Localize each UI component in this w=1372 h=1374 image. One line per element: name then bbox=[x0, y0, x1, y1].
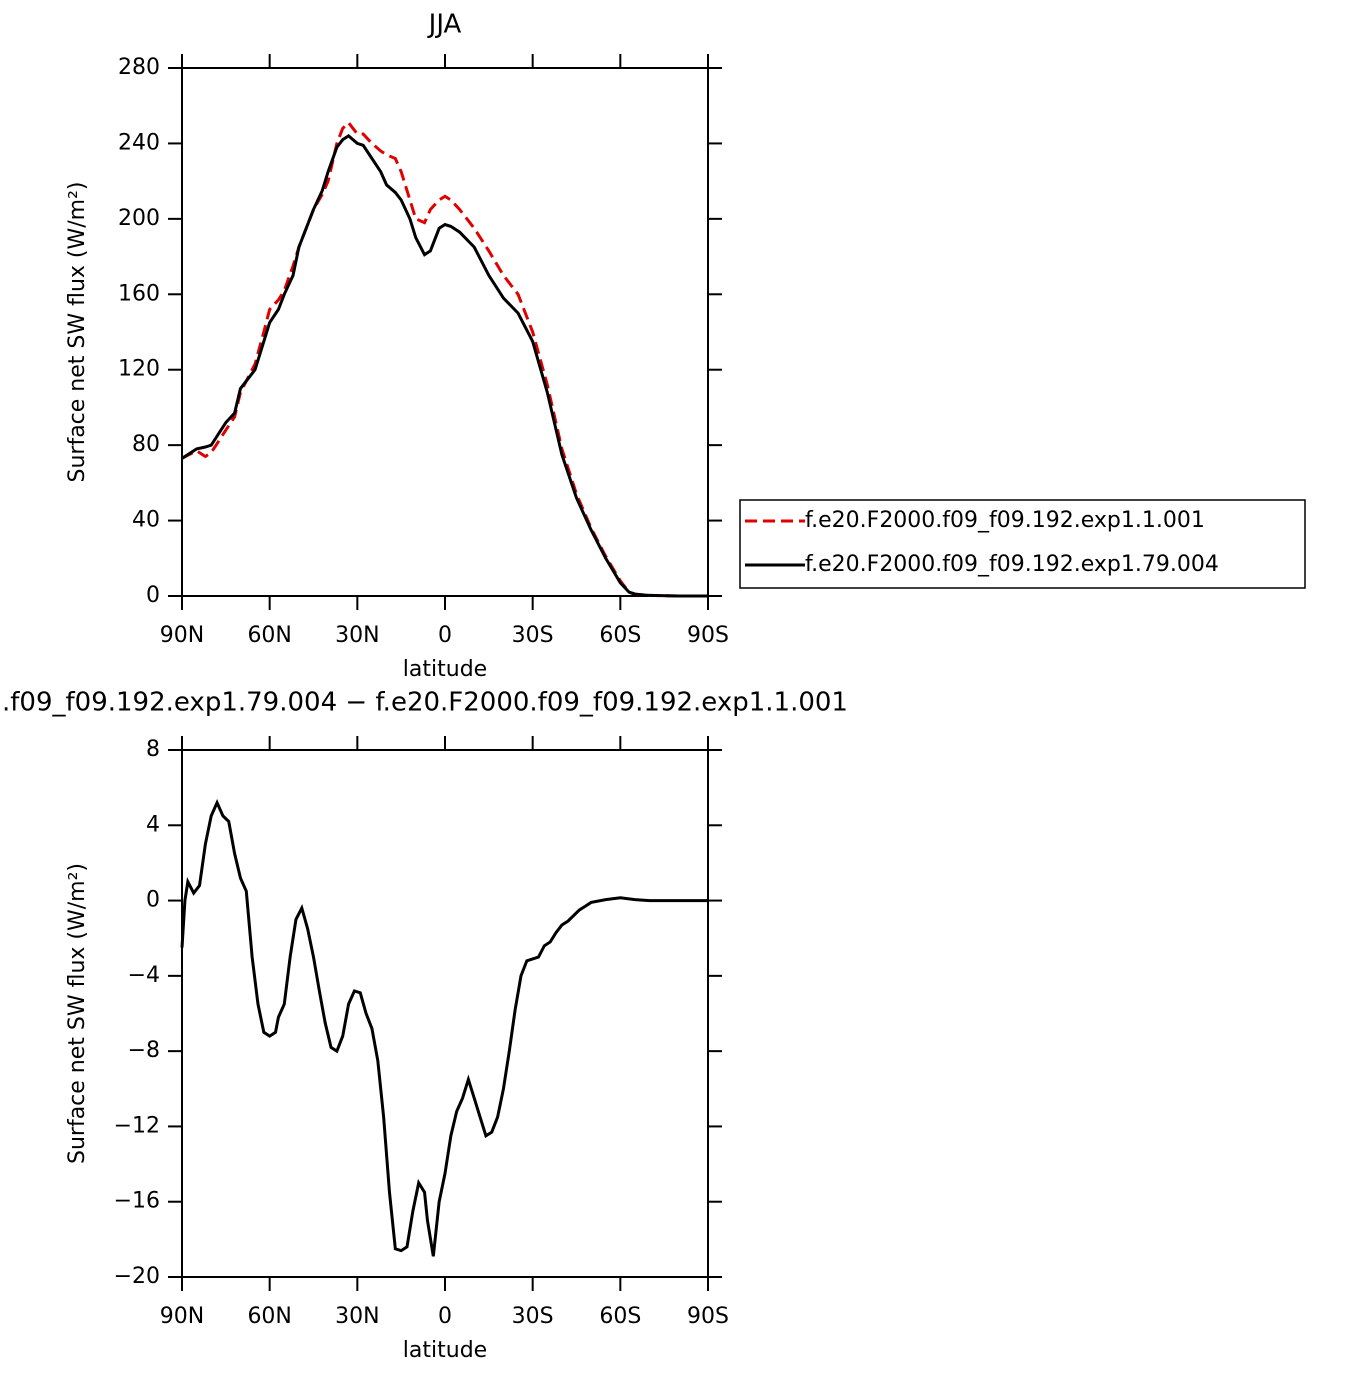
y-tick-label: 280 bbox=[118, 55, 160, 80]
x-tick-label: 90S bbox=[687, 1304, 729, 1329]
y-axis-label: Surface net SW flux (W/m²) bbox=[65, 863, 90, 1164]
x-tick-label: 30S bbox=[512, 623, 554, 648]
y-tick-label: 40 bbox=[132, 508, 160, 533]
x-tick-label: 0 bbox=[438, 623, 452, 648]
x-axis-label: latitude bbox=[403, 1338, 487, 1363]
series-line bbox=[181, 120, 708, 598]
x-tick-label: 60S bbox=[599, 623, 641, 648]
series-line bbox=[180, 799, 708, 1257]
y-tick-label: 8 bbox=[146, 737, 160, 762]
y-tick-label: −20 bbox=[114, 1264, 160, 1289]
y-tick-label: 80 bbox=[132, 432, 160, 457]
x-axis-label: latitude bbox=[403, 657, 487, 682]
y-tick-label: 200 bbox=[118, 206, 160, 231]
y-tick-label: 4 bbox=[146, 812, 160, 837]
y-tick-label: −12 bbox=[114, 1113, 160, 1138]
x-tick-label: 30N bbox=[335, 623, 379, 648]
y-tick-label: −8 bbox=[128, 1038, 160, 1063]
x-tick-label: 60N bbox=[247, 623, 291, 648]
series-line bbox=[181, 134, 708, 598]
y-tick-label: −16 bbox=[114, 1189, 160, 1214]
y-tick-label: 0 bbox=[146, 888, 160, 913]
legend-label: f.e20.F2000.f09_f09.192.exp1.79.004 bbox=[805, 552, 1219, 577]
y-tick-label: 240 bbox=[118, 130, 160, 155]
x-tick-label: 90N bbox=[160, 1304, 204, 1329]
x-tick-label: 60S bbox=[599, 1304, 641, 1329]
y-tick-label: −4 bbox=[128, 963, 160, 988]
plot-frame bbox=[181, 67, 709, 597]
y-tick-label: 0 bbox=[146, 583, 160, 608]
chart-title: .f09_f09.192.exp1.79.004 − f.e20.F2000.f… bbox=[2, 688, 848, 718]
chart-title: JJA bbox=[427, 10, 462, 40]
x-tick-label: 0 bbox=[438, 1304, 452, 1329]
x-tick-label: 30S bbox=[512, 1304, 554, 1329]
y-tick-label: 120 bbox=[118, 357, 160, 382]
x-tick-label: 90S bbox=[687, 623, 729, 648]
legend-label: f.e20.F2000.f09_f09.192.exp1.1.001 bbox=[805, 508, 1205, 533]
y-tick-label: 160 bbox=[118, 281, 160, 306]
x-tick-label: 60N bbox=[247, 1304, 291, 1329]
y-axis-label: Surface net SW flux (W/m²) bbox=[65, 181, 90, 482]
x-tick-label: 30N bbox=[335, 1304, 379, 1329]
x-tick-label: 90N bbox=[160, 623, 204, 648]
legend-box bbox=[739, 499, 1306, 589]
